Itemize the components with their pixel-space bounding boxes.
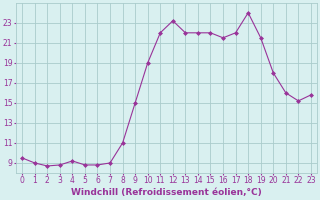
X-axis label: Windchill (Refroidissement éolien,°C): Windchill (Refroidissement éolien,°C): [71, 188, 262, 197]
